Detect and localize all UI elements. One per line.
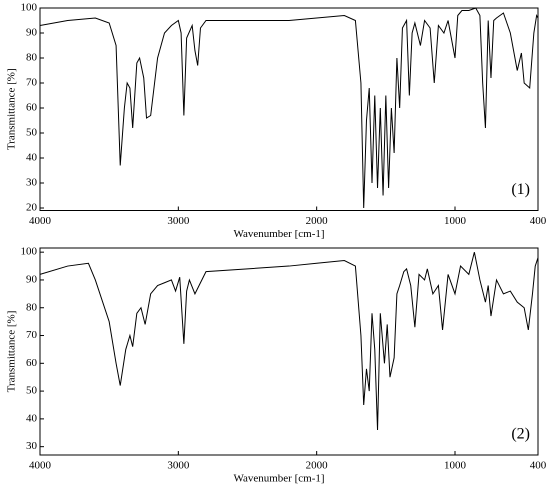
y-tick-label: 100 [21, 246, 38, 258]
x-tick-label: 400 [530, 215, 547, 227]
x-axis-label: Wavenumber [cm-1] [233, 473, 324, 485]
x-tick-label: 2000 [306, 460, 329, 472]
annotation: (1) [511, 181, 530, 198]
y-axis-label: Transmittance [%] [6, 311, 18, 393]
y-tick-label: 30 [26, 177, 38, 189]
x-tick-label: 1000 [444, 460, 467, 472]
y-axis-label: Transmittance [%] [6, 68, 18, 150]
y-tick-label: 90 [26, 27, 38, 39]
x-tick-label: 3000 [167, 215, 190, 227]
y-tick-label: 20 [26, 202, 38, 214]
y-tick-label: 50 [26, 127, 38, 139]
plot-frame [39, 247, 539, 456]
y-tick-label: 40 [26, 412, 38, 424]
x-axis-label: Wavenumber [cm-1] [233, 228, 324, 240]
x-tick-label: 400 [530, 460, 547, 472]
x-tick-label: 1000 [444, 215, 467, 227]
y-tick-label: 60 [26, 102, 38, 114]
spectrum-line [39, 252, 539, 431]
x-tick-label: 2000 [306, 215, 329, 227]
y-tick-label: 50 [26, 385, 38, 397]
x-tick-label: 4000 [29, 460, 52, 472]
y-tick-label: 30 [26, 440, 38, 452]
y-tick-label: 70 [26, 77, 38, 89]
y-tick-label: 80 [26, 52, 38, 64]
y-tick-label: 80 [26, 301, 38, 313]
y-tick-label: 60 [26, 357, 38, 369]
annotation: (2) [511, 426, 530, 443]
y-tick-label: 70 [26, 329, 38, 341]
y-tick-label: 90 [26, 273, 38, 285]
plot-frame [39, 7, 539, 211]
x-tick-label: 3000 [167, 460, 190, 472]
y-tick-label: 100 [21, 2, 38, 14]
y-tick-label: 40 [26, 152, 38, 164]
x-tick-label: 4000 [29, 215, 52, 227]
spectrum-line [39, 7, 539, 209]
